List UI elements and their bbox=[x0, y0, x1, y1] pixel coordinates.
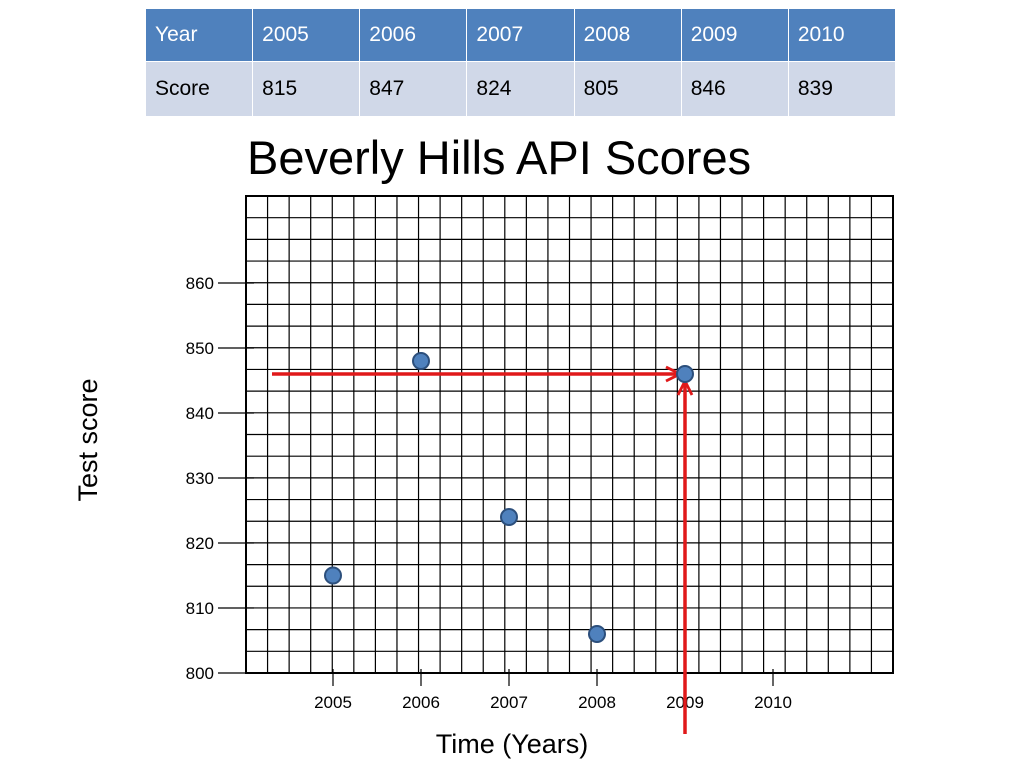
y-tick-label: 810 bbox=[186, 599, 214, 618]
chart-grid bbox=[245, 195, 894, 674]
data-point bbox=[500, 508, 518, 526]
y-axis-label: Test score bbox=[73, 378, 103, 501]
y-axis: 800 810 820 830 840 850 860 bbox=[186, 274, 254, 683]
data-point bbox=[412, 352, 430, 370]
annotation-arrows bbox=[272, 374, 685, 734]
y-tick-label: 800 bbox=[186, 664, 214, 683]
x-tick-label: 2005 bbox=[314, 693, 352, 712]
table-cell: 815 bbox=[252, 61, 361, 117]
data-point bbox=[676, 365, 694, 383]
table-cell: 847 bbox=[359, 61, 468, 117]
data-point bbox=[588, 625, 606, 643]
table-row: Score 815 847 824 805 846 839 bbox=[144, 61, 897, 117]
table-cell: 824 bbox=[466, 61, 575, 117]
y-tick-label: 820 bbox=[186, 534, 214, 553]
table-header-cell: 2008 bbox=[573, 8, 682, 62]
y-tick-label: 850 bbox=[186, 339, 214, 358]
x-tick-label: 2008 bbox=[578, 693, 616, 712]
y-tick-label: 830 bbox=[186, 469, 214, 488]
data-table: Year 2005 2006 2007 2008 2009 2010 Score… bbox=[144, 8, 897, 117]
x-axis-label: Time (Years) bbox=[436, 729, 589, 759]
data-point bbox=[324, 566, 342, 585]
table-cell: 846 bbox=[680, 61, 789, 117]
chart-title: Beverly Hills API Scores bbox=[247, 131, 752, 184]
table-header-row: Year 2005 2006 2007 2008 2009 2010 bbox=[144, 8, 897, 62]
y-tick-label: 860 bbox=[186, 274, 214, 293]
x-tick-label: 2006 bbox=[402, 693, 440, 712]
table-header-cell: 2009 bbox=[680, 8, 789, 62]
table-cell: Score bbox=[144, 61, 254, 117]
table-header-cell: 2007 bbox=[466, 8, 575, 62]
table-cell: 839 bbox=[787, 61, 897, 117]
data-points bbox=[324, 352, 694, 643]
table-header-cell: 2010 bbox=[787, 8, 897, 62]
table-header-cell: Year bbox=[144, 8, 254, 62]
y-tick-label: 840 bbox=[186, 404, 214, 423]
x-tick-label: 2010 bbox=[754, 693, 792, 712]
plot-border bbox=[245, 195, 894, 674]
table-cell: 805 bbox=[573, 61, 682, 117]
x-tick-label: 2007 bbox=[490, 693, 528, 712]
